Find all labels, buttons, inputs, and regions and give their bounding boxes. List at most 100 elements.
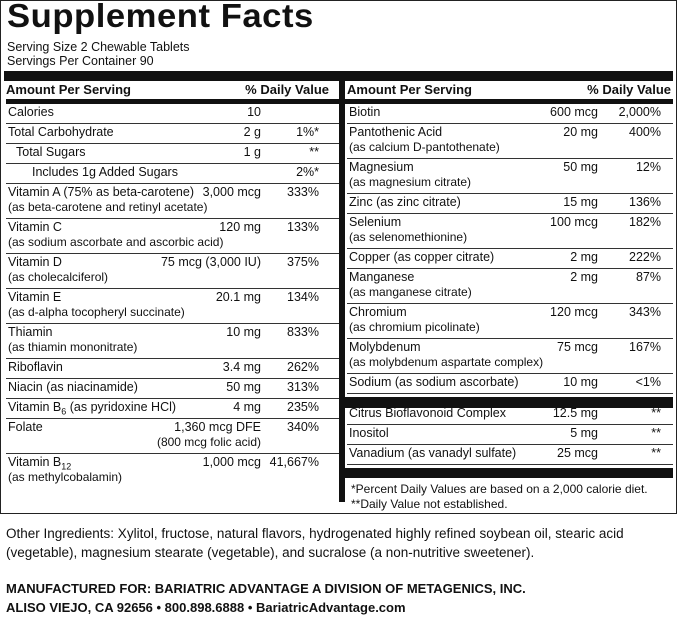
left-row: Vitamin B6 (as pyridoxine HCl) 4 mg 235%	[6, 399, 339, 419]
left-row: Riboflavin 3.4 mg 262%	[6, 359, 339, 379]
nutrient-daily-value: 343%	[629, 305, 661, 319]
right-row: Biotin 600 mcg 2,000%	[347, 104, 673, 124]
nutrient-name: Zinc (as zinc citrate)	[349, 195, 461, 209]
nutrient-name: Magnesium	[349, 160, 414, 174]
column-divider	[339, 81, 345, 502]
nutrient-amount: 1 g	[243, 145, 261, 159]
left-row: Vitamin A (75% as beta-carotene) (as beta…	[6, 184, 339, 219]
nutrient-amount: 3,000 mcg	[202, 185, 261, 199]
nutrient-amount: 4 mg	[233, 400, 261, 414]
nutrient-source: (as selenomethionine)	[349, 230, 468, 244]
nutrient-name: Biotin	[349, 105, 381, 119]
nutrient-daily-value: 182%	[629, 215, 661, 229]
nutrient-source: (as manganese citrate)	[349, 285, 472, 299]
nutrient-daily-value: 222%	[629, 250, 661, 264]
nutrient-daily-value: 2,000%	[618, 105, 661, 119]
nutrient-name-text: Vitamin B	[8, 455, 62, 469]
nutrient-source: (as sodium ascorbate and ascorbic acid)	[8, 235, 224, 249]
daily-value-heading: % Daily Value	[245, 82, 329, 97]
nutrient-daily-value: 87%	[635, 270, 661, 284]
nutrient-name: Thiamin	[8, 325, 53, 339]
right-row: Chromium (as chromium picolinate) 120 mcg 3…	[347, 304, 673, 339]
nutrient-amount: 2 g	[243, 125, 261, 139]
right-row: Molybdenum (as molybdenum aspartate compl…	[347, 339, 673, 374]
right-header: Amount Per Serving % Daily Value	[345, 81, 673, 104]
nutrient-name: Vitamin D	[8, 255, 62, 269]
nutrient-daily-value: 1%*	[296, 125, 319, 139]
nutrient-daily-value: **	[651, 446, 661, 460]
nutrient-daily-value: 133%	[287, 220, 319, 234]
nutrient-source: (as methylcobalamin)	[8, 470, 123, 484]
nutrient-daily-value: 167%	[629, 340, 661, 354]
right-row: Sodium (as sodium ascorbate) 10 mg <1%	[347, 374, 673, 394]
nutrient-name: Total Carbohydrate	[8, 125, 114, 139]
nutrient-amount: 10	[247, 105, 261, 119]
nutrient-name: Chromium	[349, 305, 407, 319]
right2-row: Vanadium (as vanadyl sulfate) 25 mcg **	[347, 445, 673, 465]
nutrient-amount-detail: (800 mcg folic acid)	[156, 435, 261, 449]
nutrient-amount: 120 mcg	[550, 305, 598, 319]
nutrient-name-rest: (as pyridoxine HCl)	[66, 400, 177, 414]
nutrient-amount: 100 mcg	[550, 215, 598, 229]
panel-title: Supplement Facts	[7, 0, 314, 34]
left-row: Vitamin C (as sodium ascorbate and ascorb…	[6, 219, 339, 254]
left-row: Vitamin E (as d-alpha tocopheryl succinat…	[6, 289, 339, 324]
nutrient-name: Folate	[8, 420, 43, 434]
nutrient-daily-value: 235%	[287, 400, 319, 414]
nutrient-name: Inositol	[349, 426, 389, 440]
left-row: Total Sugars 1 g **	[6, 144, 339, 164]
nutrient-daily-value: 134%	[287, 290, 319, 304]
bottom-divider-bar	[345, 468, 673, 478]
nutrient-amount: 75 mcg (3,000 IU)	[160, 255, 261, 269]
nutrient-amount: 10 mg	[226, 325, 261, 339]
left-row: Niacin (as niacinamide) 50 mg 313%	[6, 379, 339, 399]
nutrient-amount: 20 mg	[563, 125, 598, 139]
right-row: Selenium (as selenomethionine) 100 mcg 182%	[347, 214, 673, 249]
nutrient-name-text: Vitamin B	[8, 400, 62, 414]
nutrient-daily-value: 12%	[635, 160, 661, 174]
nutrient-source: (as cholecalciferol)	[8, 270, 109, 284]
nutrient-amount: 20.1 mg	[215, 290, 261, 304]
nutrient-name: Vitamin B12	[8, 455, 71, 474]
nutrient-daily-value: 400%	[629, 125, 661, 139]
nutrient-daily-value: 313%	[287, 380, 319, 394]
right-row: Magnesium (as magnesium citrate) 50 mg 12%	[347, 159, 673, 194]
nutrient-daily-value: **	[309, 145, 319, 159]
manufacturer-line-1: MANUFACTURED FOR: BARIATRIC ADVANTAGE A …	[6, 581, 526, 596]
right-row: Zinc (as zinc citrate) 15 mg 136%	[347, 194, 673, 214]
left-row: Calories 10	[6, 104, 339, 124]
nutrient-source: (as magnesium citrate)	[349, 175, 472, 189]
nutrient-amount: 3.4 mg	[222, 360, 261, 374]
nutrient-name: Vitamin C	[8, 220, 62, 234]
nutrient-name: Citrus Bioflavonoid Complex	[349, 406, 507, 420]
nutrient-name: Calories	[8, 105, 54, 119]
nutrient-name: Vitamin A (75% as beta-carotene)	[8, 185, 194, 199]
nutrient-name: Sodium (as sodium ascorbate)	[349, 375, 519, 389]
left-row: Thiamin (as thiamin mononitrate) 10 mg 833%	[6, 324, 339, 359]
right2-row: Inositol 5 mg **	[347, 425, 673, 445]
servings-per-container: Servings Per Container 90	[7, 54, 154, 68]
nutrient-source: (as calcium D-pantothenate)	[349, 140, 500, 154]
nutrient-daily-value: 333%	[287, 185, 319, 199]
nutrient-daily-value: 136%	[629, 195, 661, 209]
nutrient-source: (as d-alpha tocopheryl succinate)	[8, 305, 185, 319]
nutrient-amount: 5 mg	[570, 426, 598, 440]
nutrient-name: Total Sugars	[16, 145, 86, 159]
nutrient-name: Vanadium (as vanadyl sulfate)	[349, 446, 517, 460]
nutrient-amount: 75 mcg	[557, 340, 598, 354]
nutrient-daily-value: **	[651, 406, 661, 420]
nutrient-source: (as molybdenum aspartate complex)	[349, 355, 544, 369]
nutrient-amount: 120 mg	[219, 220, 261, 234]
left-row: Vitamin D (as cholecalciferol) 75 mcg (3,0…	[6, 254, 339, 289]
nutrient-daily-value: <1%	[635, 375, 661, 389]
nutrient-source: (as beta-carotene and retinyl acetate)	[8, 200, 208, 214]
nutrient-name: Includes 1g Added Sugars	[32, 165, 178, 179]
left-row: Vitamin B12 (as methylcobalamin) 1,000 mcg…	[6, 454, 339, 493]
nutrient-source: (as chromium picolinate)	[349, 320, 480, 334]
left-header: Amount Per Serving % Daily Value	[6, 81, 339, 104]
left-column: Amount Per Serving % Daily Value Calorie…	[6, 81, 339, 493]
nutrient-name: Pantothenic Acid	[349, 125, 443, 139]
nutrient-amount: 15 mg	[563, 195, 598, 209]
nutrient-amount: 600 mcg	[550, 105, 598, 119]
nutrient-subscript: 12	[61, 461, 72, 472]
